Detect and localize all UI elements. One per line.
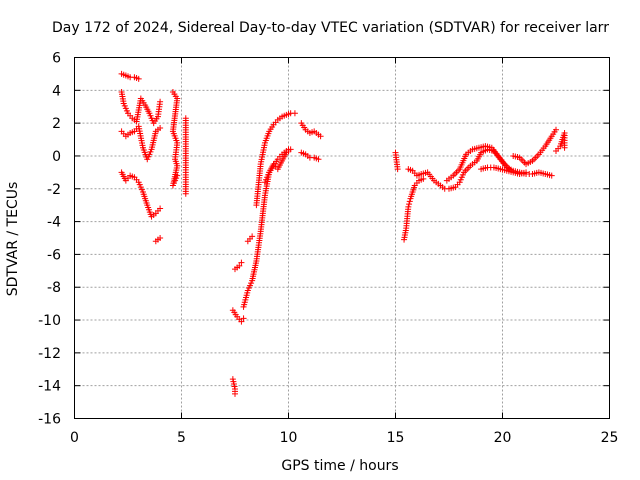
data-point [232, 390, 238, 397]
data-points [118, 70, 568, 397]
chart-title: Day 172 of 2024, Sidereal Day-to-day VTE… [52, 20, 609, 36]
data-point [174, 172, 181, 179]
data-point [240, 315, 247, 322]
data-point [553, 126, 559, 133]
x-tick-label: 15 [387, 430, 405, 446]
x-tick-label: 5 [177, 430, 186, 446]
y-tick-label: -6 [47, 247, 61, 263]
y-tick-label: -4 [47, 215, 61, 231]
axis-ticks [74, 57, 610, 419]
y-axis-label: SDTVAR / TECUs [5, 182, 21, 297]
data-point [406, 198, 413, 205]
x-tick-labels: 0 5 10 15 20 25 [70, 430, 618, 446]
x-tick-label: 20 [494, 430, 512, 446]
data-point [548, 172, 555, 179]
data-point [182, 190, 189, 197]
y-tick-label: -14 [38, 379, 61, 395]
data-point [291, 110, 298, 117]
data-point [406, 201, 413, 208]
x-axis-label: GPS time / hours [281, 458, 398, 474]
x-tick-label: 0 [70, 430, 79, 446]
y-tick-label: 2 [52, 116, 61, 132]
data-point [420, 175, 427, 182]
data-point [157, 98, 164, 105]
data-point [238, 259, 245, 266]
x-tick-label: 25 [601, 430, 619, 446]
y-tick-label: -2 [47, 182, 61, 198]
y-tick-label: 4 [52, 83, 61, 99]
data-point [287, 146, 294, 153]
y-tick-label: -12 [38, 346, 61, 362]
data-point [157, 125, 164, 132]
data-point [317, 133, 324, 140]
data-point [315, 156, 322, 163]
y-tick-label: -8 [47, 280, 61, 296]
y-tick-label: -10 [38, 313, 61, 329]
x-tick-label: 10 [280, 430, 298, 446]
data-point [236, 262, 243, 269]
grid-lines [74, 57, 610, 419]
plot-frame [74, 57, 610, 419]
data-point [157, 235, 164, 241]
y-tick-labels: -16 -14 -12 -10 -8 -6 -4 -2 0 2 4 6 [38, 51, 61, 428]
data-point [561, 144, 568, 151]
y-tick-label: 0 [52, 149, 61, 165]
data-point [157, 205, 164, 212]
data-point [394, 166, 401, 173]
data-point [523, 169, 530, 176]
data-point [135, 75, 142, 82]
data-point [249, 233, 256, 240]
data-point [238, 318, 245, 325]
y-tick-label: -16 [38, 412, 61, 428]
y-tick-label: 6 [52, 51, 61, 67]
data-point [405, 203, 412, 210]
